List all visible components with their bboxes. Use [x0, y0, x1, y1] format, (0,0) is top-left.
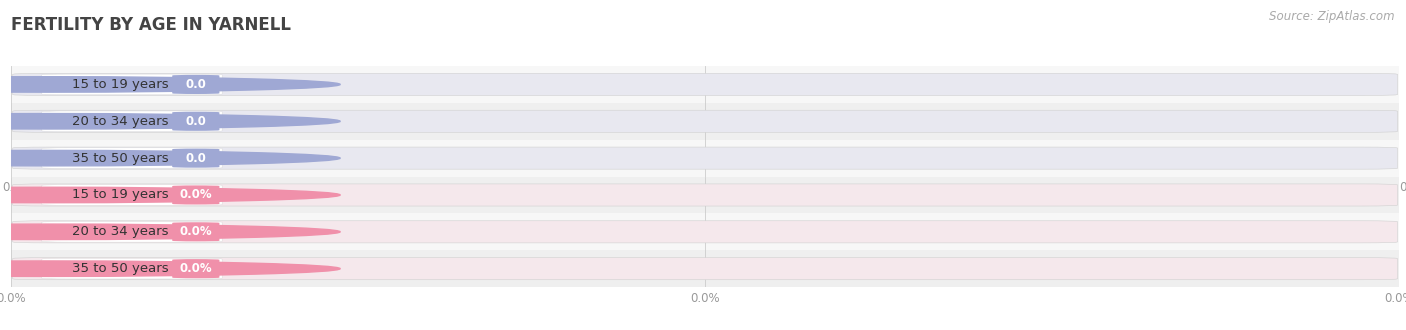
FancyBboxPatch shape [42, 185, 222, 205]
FancyBboxPatch shape [172, 112, 219, 131]
FancyBboxPatch shape [42, 111, 222, 132]
FancyBboxPatch shape [13, 73, 1398, 95]
Text: 0.0: 0.0 [186, 115, 207, 128]
Bar [11, 66, 1399, 103]
Text: 0.0%: 0.0% [180, 188, 212, 202]
Circle shape [0, 77, 340, 92]
FancyBboxPatch shape [172, 148, 219, 168]
FancyBboxPatch shape [42, 221, 222, 242]
Text: 20 to 34 years: 20 to 34 years [72, 115, 169, 128]
Circle shape [0, 150, 340, 166]
Bar [11, 103, 1399, 140]
Text: 15 to 19 years: 15 to 19 years [72, 188, 169, 202]
FancyBboxPatch shape [13, 184, 1398, 206]
Bar [11, 250, 1399, 287]
Text: FERTILITY BY AGE IN YARNELL: FERTILITY BY AGE IN YARNELL [11, 16, 291, 35]
Circle shape [0, 224, 340, 240]
Text: 35 to 50 years: 35 to 50 years [72, 262, 169, 275]
Text: 15 to 19 years: 15 to 19 years [72, 78, 169, 91]
Text: 35 to 50 years: 35 to 50 years [72, 151, 169, 165]
FancyBboxPatch shape [13, 221, 1398, 243]
Text: 20 to 34 years: 20 to 34 years [72, 225, 169, 238]
FancyBboxPatch shape [172, 259, 219, 278]
FancyBboxPatch shape [172, 185, 219, 205]
FancyBboxPatch shape [42, 74, 222, 95]
Text: 0.0: 0.0 [186, 78, 207, 91]
Text: 0.0%: 0.0% [180, 262, 212, 275]
FancyBboxPatch shape [42, 258, 222, 279]
Text: Source: ZipAtlas.com: Source: ZipAtlas.com [1270, 10, 1395, 23]
FancyBboxPatch shape [172, 222, 219, 242]
FancyBboxPatch shape [42, 148, 222, 168]
FancyBboxPatch shape [172, 75, 219, 94]
FancyBboxPatch shape [13, 258, 1398, 280]
Bar [11, 214, 1399, 250]
Circle shape [0, 261, 340, 277]
Bar [11, 140, 1399, 177]
Text: 0.0%: 0.0% [180, 225, 212, 238]
FancyBboxPatch shape [13, 147, 1398, 169]
Text: 0.0: 0.0 [186, 151, 207, 165]
Circle shape [0, 114, 340, 129]
Bar [11, 177, 1399, 214]
FancyBboxPatch shape [13, 110, 1398, 132]
Circle shape [0, 187, 340, 203]
